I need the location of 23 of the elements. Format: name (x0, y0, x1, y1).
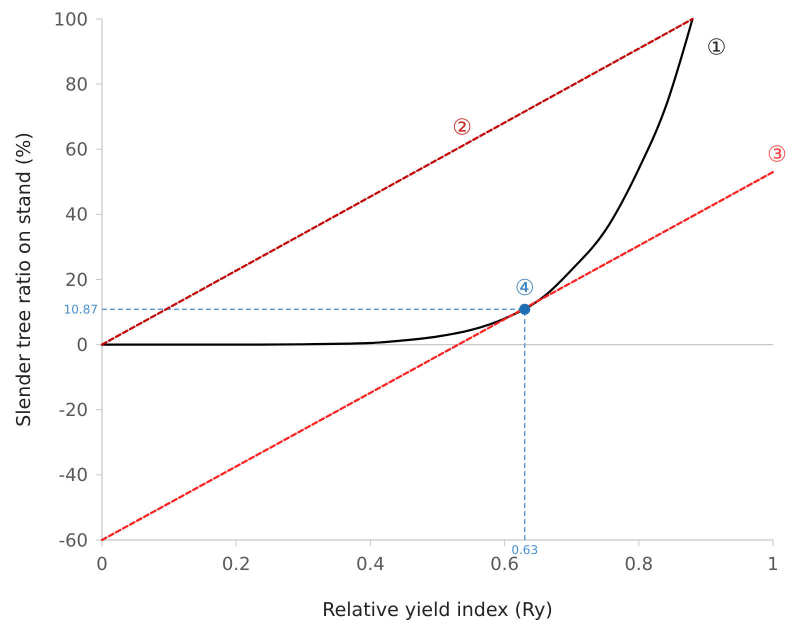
y-tick-label: -20 (58, 400, 88, 422)
y-tick-label: 100 (54, 9, 88, 30)
series-label: ② (452, 115, 472, 140)
x-tick-label: 0.2 (222, 554, 251, 575)
y-tick-label: 0 (76, 334, 88, 356)
series-label: ④ (514, 276, 535, 301)
ref-line-label: 10.87 (64, 302, 98, 316)
y-tick-label: -40 (58, 465, 88, 486)
series-label: ① (706, 36, 726, 61)
y-axis-title: Slender tree ratio on stand (%) (13, 132, 35, 427)
y-tick-label: -60 (58, 530, 88, 552)
x-tick-label: 1 (767, 554, 779, 575)
x-tick-label: 0 (96, 554, 108, 575)
x-tick-label: 0.6 (490, 554, 519, 575)
y-tick-label: 80 (65, 74, 88, 96)
y-tick-label: 40 (65, 204, 88, 226)
x-tick-label: 0.4 (356, 554, 385, 575)
y-tick-label: 20 (65, 270, 88, 291)
x-tick-label: 0.8 (624, 554, 654, 575)
ref-line-label: 0.63 (511, 543, 538, 557)
series-label: ③ (767, 142, 787, 168)
x-axis-title: Relative yield index (Ry) (322, 599, 553, 621)
y-tick-label: 60 (65, 140, 88, 161)
